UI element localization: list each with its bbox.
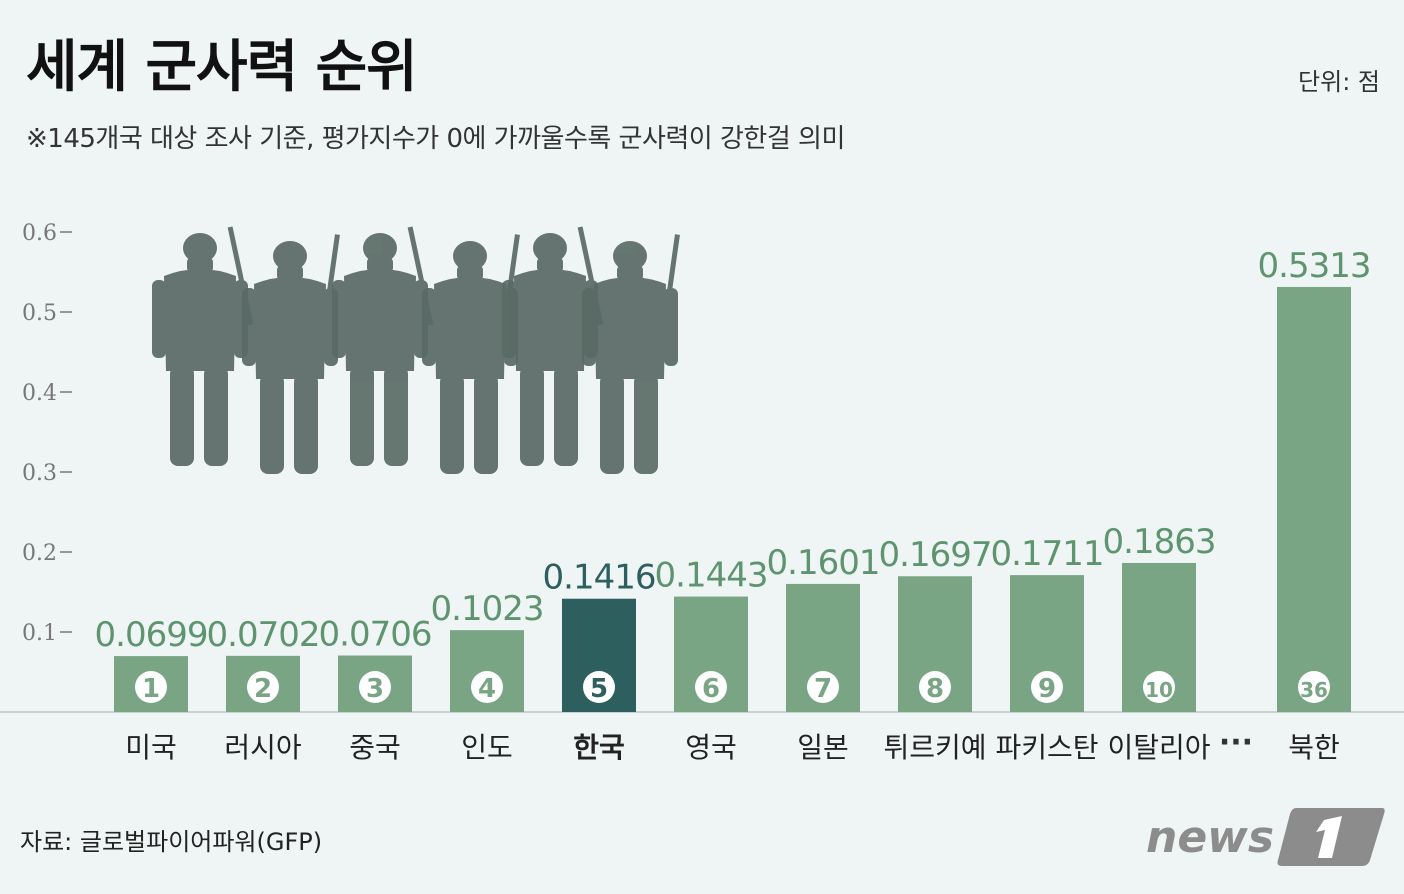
y-tick-label: 0.5 — [22, 301, 57, 326]
bar-chart: 0.1 0.2 0.3 0.4 0.5 0.6 1 0.0699 미국 2 0.0702 러시아 3 0.… — [0, 221, 1404, 764]
value-label: 0.5313 — [1258, 246, 1371, 286]
rank-number: 4 — [478, 674, 496, 704]
category-label: 중국 — [349, 731, 401, 764]
rank-badge — [359, 671, 391, 703]
value-label: 0.0706 — [319, 615, 432, 655]
category-label: 미국 — [125, 731, 177, 764]
rank-badge — [1298, 671, 1330, 703]
rank-number: 36 — [1300, 678, 1328, 702]
y-tick-label: 0.1 — [22, 621, 57, 646]
rank-badge — [695, 671, 727, 703]
category-label: 튀르키예 — [883, 731, 986, 764]
value-label: 0.0702 — [207, 615, 320, 655]
category-label: 한국 — [573, 731, 625, 764]
rank-number: 5 — [590, 674, 608, 704]
rank-badge — [583, 671, 615, 703]
category-label: 파키스탄 — [995, 731, 1098, 764]
y-tick-label: 0.3 — [22, 461, 57, 486]
rank-badge — [135, 671, 167, 703]
rank-badge — [1031, 671, 1063, 703]
rank-badge — [807, 671, 839, 703]
soldier-figure — [152, 226, 254, 466]
rank-number: 3 — [366, 674, 384, 704]
category-label: 북한 — [1288, 731, 1340, 764]
rank-badge — [247, 671, 279, 703]
source-note: 자료: 글로벌파이어파워(GFP) — [20, 828, 323, 856]
y-tick-label: 0.2 — [22, 541, 57, 566]
rank-badge — [919, 671, 951, 703]
rank-number: 2 — [254, 674, 272, 704]
value-label: 0.0699 — [95, 615, 208, 655]
bar — [1277, 286, 1351, 712]
category-label: 일본 — [797, 731, 849, 764]
soldiers-silhouette-image — [152, 226, 680, 474]
unit-label: 단위: 점 — [1298, 68, 1380, 96]
rank-number: 10 — [1145, 678, 1173, 702]
value-label: 0.1601 — [767, 543, 880, 583]
category-label: 이탈리아 — [1107, 731, 1210, 764]
y-tick-label: 0.4 — [22, 381, 57, 406]
value-label: 0.1023 — [431, 589, 544, 629]
rank-number: 7 — [814, 674, 832, 704]
y-tick-label: 0.6 — [22, 221, 57, 246]
rank-number: 1 — [142, 674, 160, 704]
rank-number: 9 — [1038, 674, 1056, 704]
rank-number: 6 — [702, 674, 720, 704]
news1-logo: news — [1146, 808, 1385, 866]
chart-subtitle: ※145개국 대상 조사 기준, 평가지수가 0에 가까울수록 군사력이 강한걸… — [26, 124, 845, 154]
value-label: 0.1863 — [1103, 522, 1216, 562]
value-label: 0.1416 — [543, 558, 656, 598]
value-label: 0.1443 — [655, 556, 768, 596]
category-label: 러시아 — [224, 731, 301, 764]
soldier-figure — [582, 234, 680, 474]
gap-marker: ··· — [1219, 725, 1253, 760]
category-label: 인도 — [461, 731, 513, 764]
value-label: 0.1711 — [991, 534, 1104, 574]
value-label: 0.1697 — [879, 535, 992, 575]
rank-badge — [1143, 671, 1175, 703]
svg-text:news: news — [1146, 812, 1274, 863]
category-label: 영국 — [685, 731, 737, 764]
chart-title: 세계 군사력 순위 — [26, 35, 418, 100]
rank-number: 8 — [926, 674, 944, 704]
rank-badge — [471, 671, 503, 703]
soldier-figure — [242, 234, 340, 474]
